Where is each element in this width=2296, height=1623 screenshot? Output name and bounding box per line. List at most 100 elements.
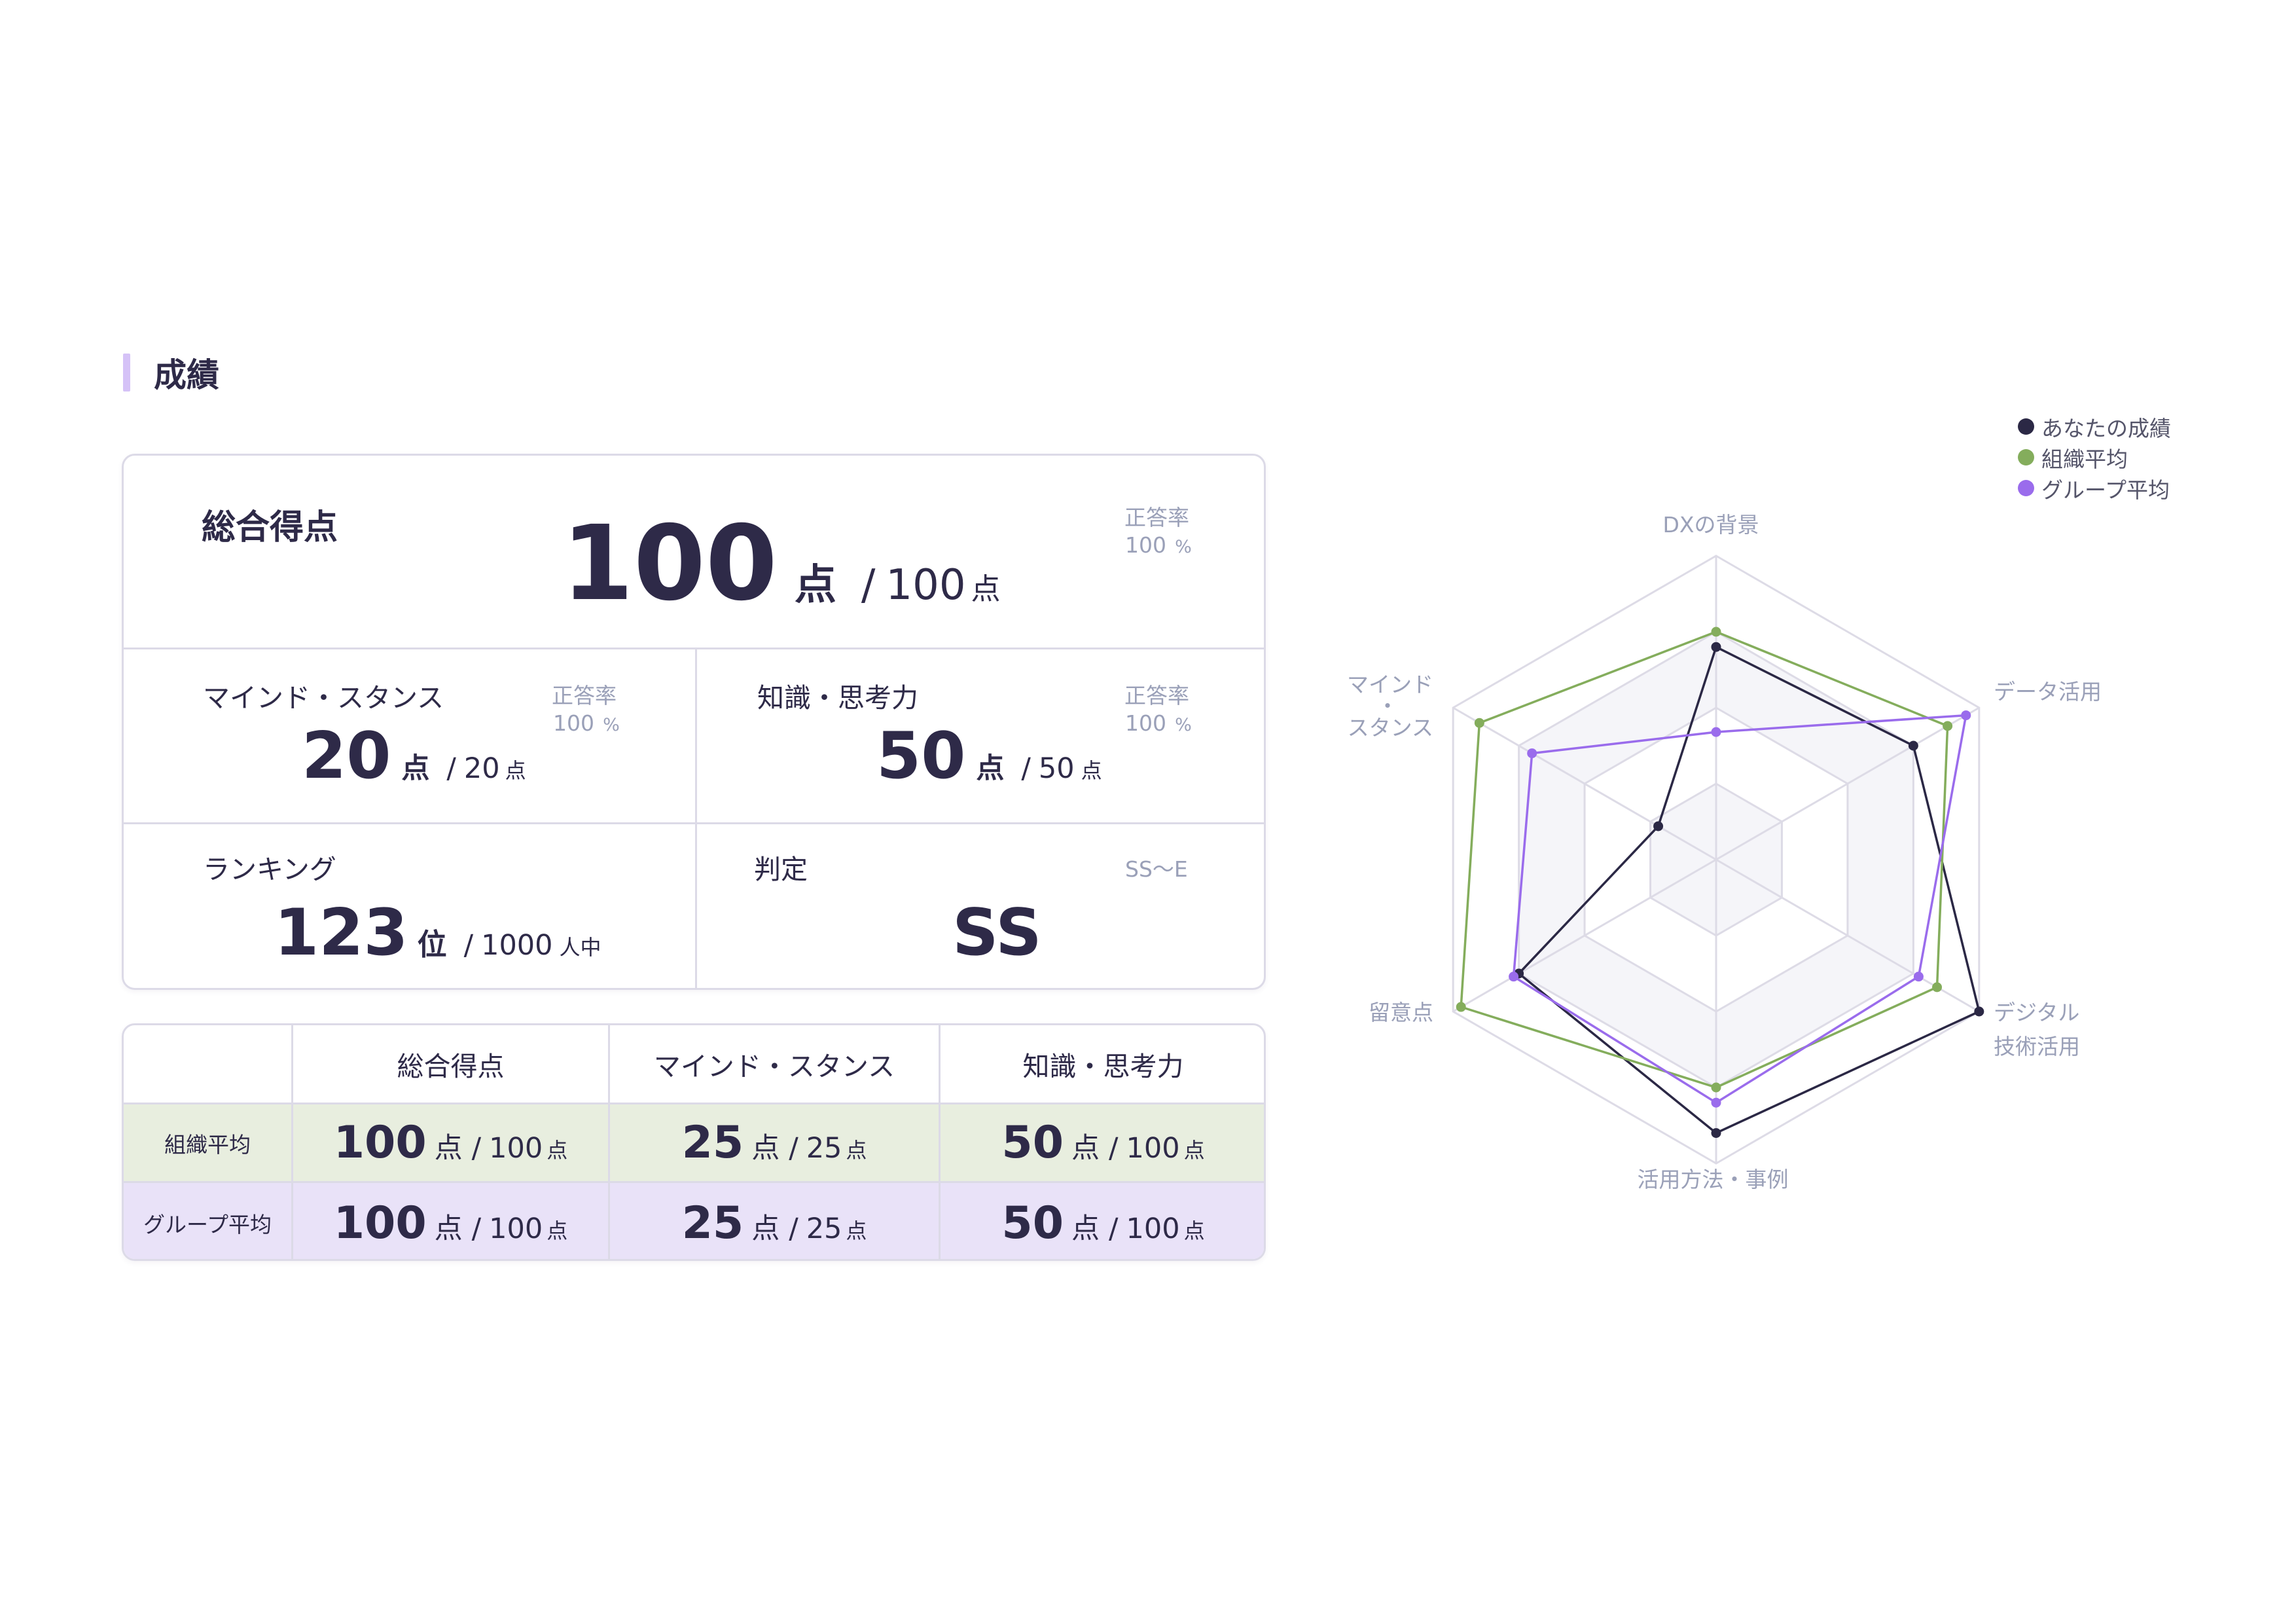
total-score-slash: /	[861, 561, 876, 610]
table-header-total: 総合得点	[293, 1025, 610, 1103]
total-rate-value: 100	[1125, 532, 1166, 558]
radar-data-point	[1456, 1002, 1466, 1012]
radar-data-point	[1474, 718, 1484, 728]
mind-score-max-unit: 点	[505, 758, 526, 783]
section-title: 成績	[154, 356, 219, 394]
knowledge-score-max: 50	[1038, 752, 1075, 785]
ranking-label: ランキング	[203, 854, 336, 885]
cell-max-unit: 点	[846, 1218, 867, 1243]
cell-max: 100	[1126, 1132, 1180, 1165]
radar-axis-label: 技術活用	[1994, 1034, 2080, 1059]
cell-score: 100	[333, 1197, 427, 1249]
mind-score-number: 20	[302, 719, 391, 793]
cell-unit: 点	[434, 1212, 463, 1245]
radar-data-point	[1711, 627, 1721, 637]
radar-spoke	[1452, 706, 1717, 861]
judgement-label: 判定	[754, 854, 808, 885]
comparison-table: 総合得点 マインド・スタンス 知識・思考力 組織平均 100 点/100 点 25 点…	[122, 1023, 1266, 1261]
radar-axis-label: 活用方法・事例	[1638, 1167, 1789, 1192]
cell-slash: /	[471, 1132, 482, 1165]
radar-data-point	[1961, 710, 1971, 721]
divider	[124, 1181, 1264, 1183]
mind-rate-value: 100	[553, 710, 594, 736]
cell-max-unit: 点	[1183, 1218, 1205, 1243]
divider	[124, 1103, 1264, 1104]
cell-max-unit: 点	[846, 1138, 867, 1163]
radar-axis-label: 留意点	[1369, 1000, 1433, 1025]
group-total-cell: 100 点/100 点	[293, 1183, 610, 1259]
divider	[124, 647, 1264, 649]
total-score-value: 100 点 / 100 点	[562, 512, 1001, 615]
knowledge-score-slash: /	[1021, 752, 1031, 785]
cell-score: 25	[681, 1117, 744, 1169]
total-score-unit: 点	[794, 561, 836, 610]
mind-rate: 100 %	[553, 710, 620, 736]
radar-data-point	[1908, 740, 1918, 751]
knowledge-rate-value: 100	[1125, 710, 1166, 736]
mind-score-unit: 点	[401, 752, 430, 785]
cell-slash: /	[789, 1212, 798, 1245]
cell-slash: /	[1109, 1132, 1119, 1165]
mind-score-max: 20	[463, 752, 500, 785]
radar-data-point	[1711, 1097, 1721, 1108]
ranking-slash: /	[463, 929, 474, 962]
cell-max: 100	[489, 1132, 543, 1165]
total-score-max-unit: 点	[971, 572, 1001, 606]
radar-data-point	[1711, 727, 1721, 737]
total-score-number: 100	[562, 503, 778, 624]
mind-score-value: 20 点 / 20 点	[302, 724, 526, 788]
radar-data-point	[1913, 972, 1924, 982]
radar-data-point	[1943, 721, 1953, 731]
org-total-cell: 100 点/100 点	[293, 1104, 610, 1181]
legend-item: あなたの成績	[2018, 411, 2171, 442]
cell-max: 100	[489, 1212, 543, 1245]
total-score-label: 総合得点	[202, 508, 338, 547]
ranking-value: 123 位 / 1000 人中	[274, 901, 601, 965]
table-row: 組織平均 100 点/100 点 25 点/25 点 50 点/100 点	[124, 1104, 1264, 1181]
table-header-mind: マインド・スタンス	[610, 1025, 941, 1103]
cell-max-unit: 点	[547, 1218, 568, 1243]
legend-dot	[2018, 480, 2034, 496]
radar-data-point	[1711, 1082, 1721, 1093]
cell-score: 100	[333, 1117, 427, 1169]
group-mind-cell: 25 点/25 点	[610, 1183, 941, 1259]
org-mind-cell: 25 点/25 点	[610, 1104, 941, 1181]
cell-unit: 点	[1071, 1212, 1100, 1245]
cell-slash: /	[789, 1132, 798, 1165]
radar-axis-label: ・	[1377, 693, 1399, 719]
knowledge-rate: 100 %	[1125, 710, 1192, 736]
table-header-row: 総合得点 マインド・スタンス 知識・思考力	[124, 1025, 1264, 1103]
total-rate-unit: %	[1175, 537, 1192, 557]
legend-item: グループ平均	[2018, 473, 2171, 503]
cell-unit: 点	[751, 1132, 780, 1165]
table-header-knowledge: 知識・思考力	[1022, 1051, 1184, 1082]
radar-series	[1456, 627, 1984, 1139]
cell-max-unit: 点	[1183, 1138, 1205, 1163]
table-row: グループ平均 100 点/100 点 25 点/25 点 50 点/100 点	[124, 1183, 1264, 1259]
legend-label: あなたの成績	[2041, 415, 2171, 441]
org-knowledge-cell: 50 点/100 点	[941, 1104, 1264, 1181]
cell-score: 25	[681, 1197, 744, 1249]
cell-score: 50	[1001, 1117, 1064, 1169]
radar-data-point	[1509, 972, 1519, 982]
radar-axis-label: デジタル	[1994, 1000, 2079, 1025]
radar-axis-label: データ活用	[1994, 679, 2102, 704]
radar-data-point	[1711, 642, 1721, 652]
total-rate-label: 正答率	[1124, 505, 1189, 530]
row-label-group-average: グループ平均	[124, 1183, 293, 1259]
divider	[695, 647, 697, 990]
knowledge-rate-unit: %	[1175, 715, 1192, 735]
chart-legend: あなたの成績 組織平均 グループ平均	[2018, 411, 2171, 503]
radar-data-point	[1711, 1128, 1721, 1139]
divider	[124, 822, 1264, 824]
radar-grid	[1452, 555, 1981, 1165]
legend-dot	[2018, 418, 2034, 435]
section-header: 成績	[123, 354, 219, 394]
cell-slash: /	[1109, 1212, 1119, 1245]
knowledge-rate-label: 正答率	[1124, 683, 1189, 708]
legend-label: グループ平均	[2041, 477, 2170, 503]
cell-unit: 点	[434, 1132, 463, 1165]
cell-max: 25	[806, 1132, 842, 1165]
